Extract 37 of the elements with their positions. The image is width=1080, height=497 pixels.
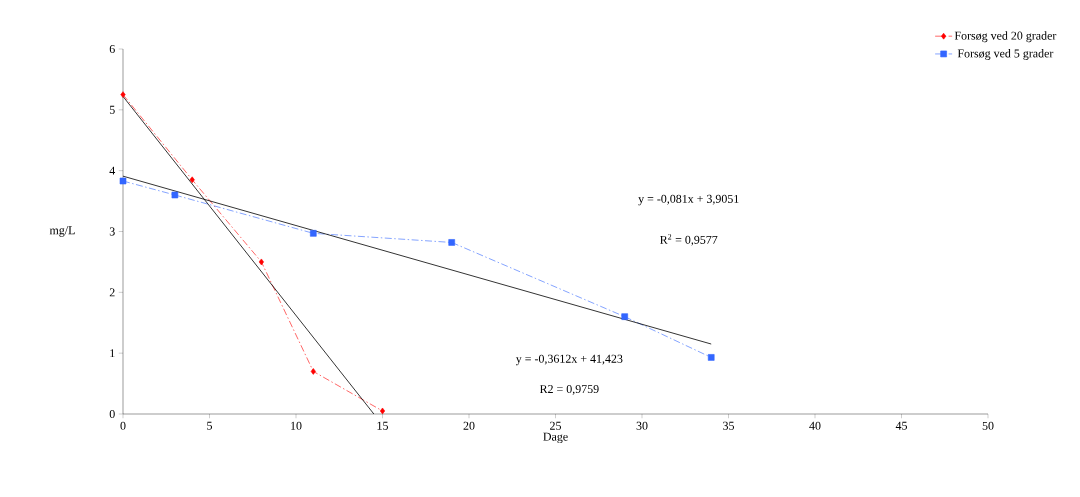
x-tick-label: 20: [463, 421, 475, 430]
point: [120, 91, 126, 98]
point: [310, 230, 317, 237]
x-tick-label: 40: [809, 421, 821, 430]
y-tick-label: 3: [109, 227, 115, 236]
point: [310, 368, 316, 375]
y-axis-title: mg/L: [49, 226, 75, 237]
point: [119, 177, 127, 185]
annotation: R2 = 0,9759: [539, 385, 599, 395]
annotation: y = -0,3612x + 41,423: [515, 354, 623, 366]
annotation: R$^{2}$ = 0,9577: [660, 234, 718, 246]
point: [258, 258, 264, 266]
x-tick-label: 0: [120, 421, 126, 430]
point: [448, 239, 455, 246]
y-tick-label: 1: [110, 349, 115, 358]
y-tick-label: 2: [109, 288, 115, 297]
y-tick-label: 5: [109, 105, 115, 114]
legend-label: Forsøg ved 5 grader: [957, 49, 1054, 60]
x-tick-label: 25: [550, 421, 562, 430]
x-tick-label: 50: [982, 421, 994, 430]
x-tick-label: 30: [636, 421, 648, 430]
point: [707, 354, 715, 361]
point: [189, 176, 195, 184]
x-axis-title: Dage: [543, 432, 568, 444]
x-tick-label: 35: [723, 421, 735, 430]
y-tick-label: 4: [109, 166, 116, 175]
x-tick-label: 5: [207, 421, 213, 430]
point: [621, 313, 628, 320]
y-tick-label: 6: [109, 44, 115, 54]
annotation: y = -0,081x + 3,9051: [638, 194, 739, 206]
x-tick-label: 10: [291, 421, 302, 430]
legend-label: Forsøg ved 20 grader: [954, 31, 1057, 43]
point: [171, 191, 179, 199]
x-tick-label: 45: [895, 421, 908, 430]
y-tick-label: 0: [109, 409, 115, 419]
point: [379, 407, 386, 415]
x-tick-label: 15: [377, 421, 389, 430]
